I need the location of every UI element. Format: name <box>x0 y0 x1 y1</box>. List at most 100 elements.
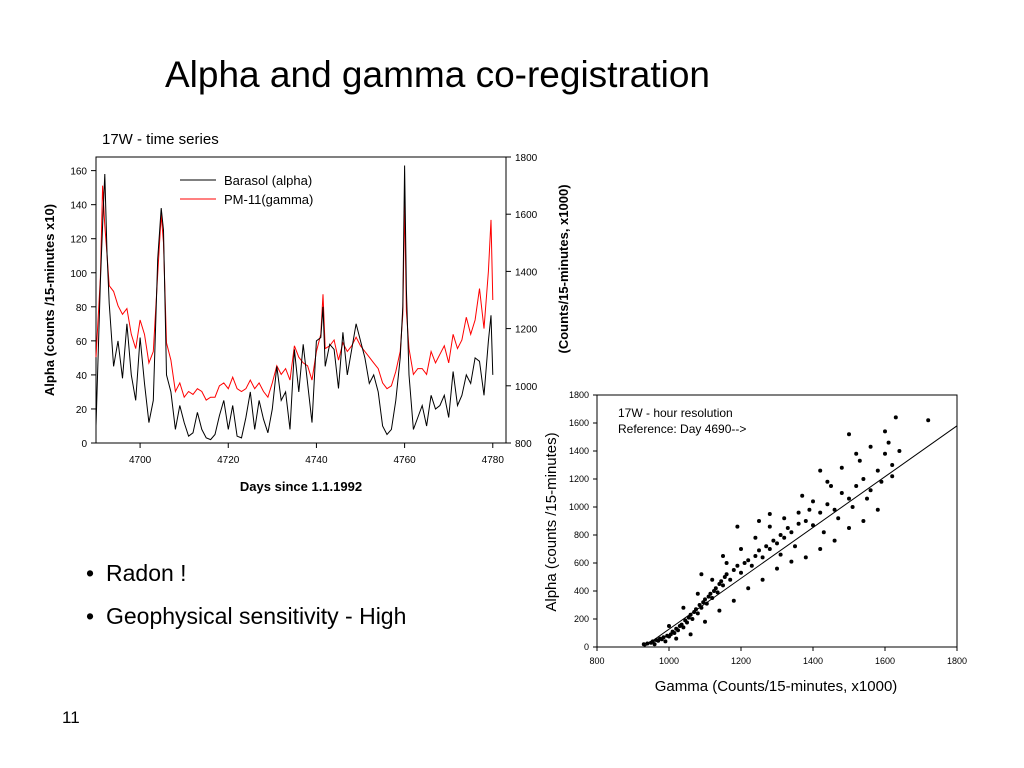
scatter-point <box>764 544 769 549</box>
scatter-point <box>694 607 698 612</box>
scatter-point <box>883 451 887 456</box>
scatter-point <box>767 547 772 551</box>
scatter-point <box>703 619 707 624</box>
scatter-point <box>690 617 695 621</box>
y-tick-label: 120 <box>70 235 87 246</box>
scatter-point <box>839 491 844 495</box>
scatter-point <box>753 535 758 540</box>
scatter-point <box>645 641 650 646</box>
scatter-point <box>778 552 783 557</box>
scatter-point <box>703 597 707 602</box>
chart-title: 17W - time series <box>102 131 219 148</box>
scatter-point <box>818 547 823 551</box>
scatter-y-tick-label: 600 <box>574 558 589 568</box>
y2-tick-label: 800 <box>515 439 532 450</box>
scatter-y-tick-label: 0 <box>584 642 589 652</box>
y-tick-label: 0 <box>81 439 87 450</box>
scatter-point <box>857 458 862 463</box>
scatter-point <box>641 642 646 647</box>
bullet-item: Geophysical sensitivity - High <box>86 603 406 630</box>
scatter-y-tick-label: 200 <box>574 614 589 624</box>
y2-axis-label: (Counts/15-minutes, x1000) <box>556 184 571 353</box>
bullet-list: Radon ! Geophysical sensitivity - High <box>86 560 406 646</box>
scatter-point <box>746 558 751 563</box>
scatter-point <box>789 559 794 564</box>
scatter-point <box>731 598 736 603</box>
scatter-point <box>796 510 801 515</box>
right-axis: 800 1000 1200 1400 1600 1800 <box>506 153 538 450</box>
scatter-point <box>861 519 866 523</box>
scatter-point <box>757 519 761 523</box>
scatter-background <box>538 384 968 706</box>
scatter-x-tick-label: 1400 <box>803 656 823 666</box>
scatter-point <box>847 432 851 437</box>
scatter-point <box>782 535 787 540</box>
scatter-point <box>847 526 851 530</box>
y-tick-label: 100 <box>70 269 87 280</box>
scatter-x-tick-label: 1800 <box>947 656 967 666</box>
scatter-point <box>832 507 837 512</box>
scatter-point <box>778 533 783 537</box>
scatter-point <box>825 479 830 484</box>
scatter-annotation: Reference: Day 4690--> <box>618 422 746 436</box>
scatter-point <box>695 611 700 616</box>
scatter-point <box>875 507 880 512</box>
scatter-point <box>854 451 859 456</box>
slide-title: Alpha and gamma co-registration <box>165 54 711 95</box>
page-number: 11 <box>62 708 80 727</box>
scatter-point <box>672 631 677 635</box>
y-tick-label: 80 <box>76 303 88 314</box>
x-tick-label: 4740 <box>305 455 328 466</box>
fit-line-segment <box>643 425 958 648</box>
scatter-point <box>890 463 895 467</box>
scatter-y-tick-label: 1000 <box>569 502 589 512</box>
legend: Barasol (alpha) PM-11(gamma) <box>180 173 313 207</box>
y2-tick-label: 1000 <box>515 382 538 393</box>
scatter-point <box>760 577 765 582</box>
scatter-point <box>676 628 680 633</box>
scatter-point <box>695 591 700 596</box>
scatter-point <box>713 586 718 591</box>
scatter-y-axis-label: Alpha (counts /15-minutes) <box>543 432 560 611</box>
scatter-point <box>767 512 772 516</box>
scatter-point <box>760 555 765 560</box>
legend-label-gamma: PM-11(gamma) <box>224 192 313 207</box>
scatter-point <box>719 579 724 584</box>
y2-tick-label: 1800 <box>515 153 538 164</box>
scatter-point <box>753 554 758 558</box>
scatter-point <box>739 547 743 551</box>
scatter-point <box>685 620 689 625</box>
scatter-point <box>825 502 830 507</box>
bullet-item: Radon ! <box>86 560 406 587</box>
y-tick-label: 40 <box>76 371 88 382</box>
scatter-point <box>681 625 686 630</box>
scatter-point <box>926 418 931 423</box>
scatter-point <box>667 624 671 628</box>
scatter-point <box>886 440 891 445</box>
scatter-point <box>782 516 787 521</box>
scatter-point <box>731 568 736 572</box>
scatter-point <box>652 642 657 647</box>
scatter-point <box>883 429 887 434</box>
scatter-point <box>715 590 720 595</box>
scatter-point <box>875 468 880 473</box>
scatter-point <box>757 548 761 553</box>
scatter-point <box>839 465 844 470</box>
scatter-point <box>868 444 873 449</box>
scatter-point <box>850 505 855 509</box>
scatter-y-tick-label: 800 <box>574 530 589 540</box>
left-axis: 0 20 40 60 80 100 120 140 160 <box>70 167 96 450</box>
series-lines <box>95 165 494 441</box>
y2-tick-label: 1200 <box>515 325 538 336</box>
scatter-y-axis: 0 200 400 600 800 1000 1200 1400 1600 1800 <box>569 390 597 652</box>
scatter-point <box>818 468 823 473</box>
scatter-point <box>688 632 693 637</box>
scatter-point <box>861 477 866 481</box>
scatter-y-tick-label: 1600 <box>569 418 589 428</box>
scatter-point <box>699 572 704 577</box>
x-tick-label: 4700 <box>129 455 152 466</box>
scatter-x-tick-label: 1600 <box>875 656 895 666</box>
y2-tick-label: 1400 <box>515 267 538 278</box>
scatter-point <box>746 586 751 591</box>
plot-frame <box>95 156 507 444</box>
